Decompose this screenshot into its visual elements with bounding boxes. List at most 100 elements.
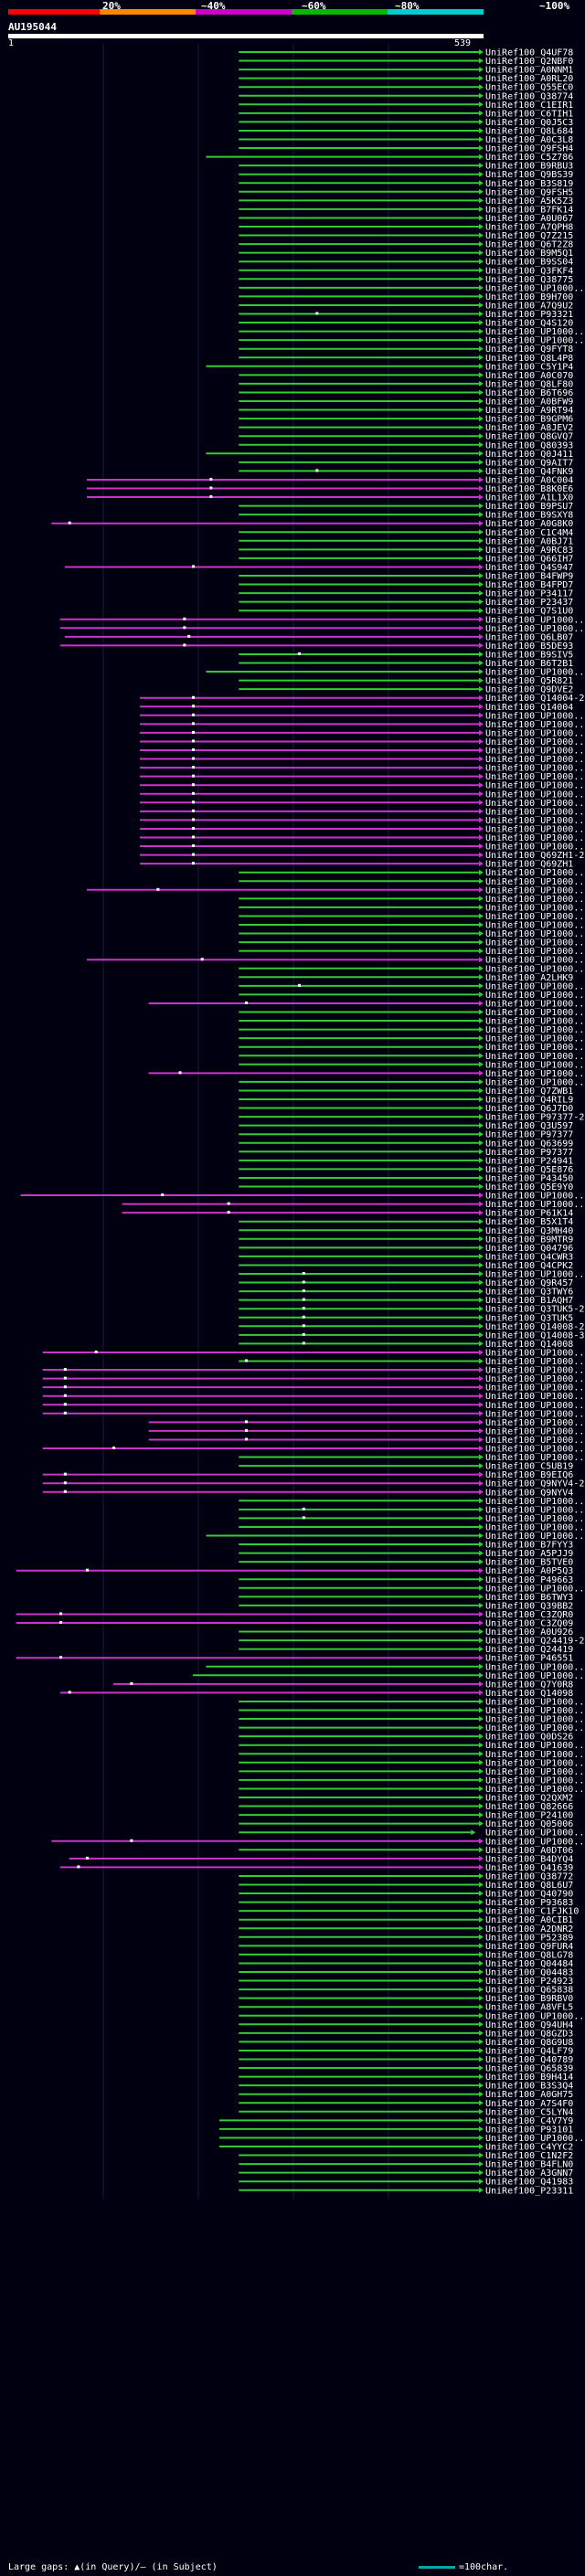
hit-row[interactable]: UniRef100_Q9NYV4-2 <box>42 1479 585 1489</box>
hit-label[interactable]: UniRef100_UP1000.. <box>485 1662 584 1672</box>
hit-row[interactable]: UniRef100_Q40790 <box>239 1890 573 1900</box>
hit-label[interactable]: UniRef100_Q9FSH4 <box>485 144 573 154</box>
hit-label[interactable]: UniRef100_Q2QXM2 <box>485 1794 573 1804</box>
hit-row[interactable]: UniRef100_A5K5Z3 <box>239 196 573 207</box>
hit-label[interactable]: UniRef100_Q04483 <box>485 1968 573 1978</box>
hit-label[interactable]: UniRef100_UP1000.. <box>485 1741 584 1751</box>
hit-label[interactable]: UniRef100_Q69ZH1-2 <box>485 851 584 861</box>
hit-label[interactable]: UniRef100_UP1000.. <box>485 1060 584 1070</box>
hit-label[interactable]: UniRef100_UP1000.. <box>485 877 584 887</box>
hit-row[interactable]: UniRef100_A0NNM1 <box>239 66 573 76</box>
hit-label[interactable]: UniRef100_UP1000.. <box>485 1671 584 1681</box>
hit-row[interactable]: UniRef100_UP1000.. <box>42 1401 585 1411</box>
hit-row[interactable]: UniRef100_UP1000.. <box>239 1715 584 1725</box>
hit-row[interactable]: UniRef100_B6T2B1 <box>239 659 573 669</box>
hit-row[interactable]: UniRef100_A3GNN7 <box>239 2168 573 2178</box>
hit-row[interactable]: UniRef100_UP1000.. <box>20 1192 585 1202</box>
hit-row[interactable]: UniRef100_Q7Z215 <box>239 231 573 241</box>
hit-row[interactable]: UniRef100_UP1000.. <box>148 1436 585 1446</box>
hit-row[interactable]: UniRef100_UP1000.. <box>42 1445 585 1455</box>
hit-label[interactable]: UniRef100_Q65839 <box>485 2064 573 2074</box>
hit-row[interactable]: UniRef100_Q14004-2 <box>140 694 584 704</box>
hit-label[interactable]: UniRef100_Q94UH4 <box>485 2020 573 2030</box>
hit-label[interactable]: UniRef100_A7S4F0 <box>485 2099 573 2109</box>
hit-label[interactable]: UniRef100_UP1000.. <box>485 1069 584 1079</box>
hit-label[interactable]: UniRef100_Q04484 <box>485 1959 573 1969</box>
hit-label[interactable]: UniRef100_A9RT94 <box>485 406 573 416</box>
hit-row[interactable]: UniRef100_Q0J411 <box>206 450 574 460</box>
hit-row[interactable]: UniRef100_Q3MH40 <box>239 1226 573 1236</box>
hit-row[interactable]: UniRef100_UP1000.. <box>239 1785 584 1795</box>
hit-row[interactable]: UniRef100_P24923 <box>239 1977 573 1987</box>
hit-row[interactable]: UniRef100_P97377 <box>239 1130 573 1140</box>
hit-row[interactable]: UniRef100_Q4RIL9 <box>239 1096 573 1106</box>
hit-label[interactable]: UniRef100_UP1000.. <box>485 843 584 853</box>
hit-row[interactable]: UniRef100_B4FWP9 <box>239 572 573 582</box>
hit-row[interactable]: UniRef100_Q0DS26 <box>239 1733 573 1743</box>
hit-label[interactable]: UniRef100_A7Q9U2 <box>485 301 573 311</box>
hit-row[interactable]: UniRef100_A9RT94 <box>239 406 573 416</box>
hit-label[interactable]: UniRef100_Q3FKF4 <box>485 266 573 276</box>
hit-label[interactable]: UniRef100_B9GPM6 <box>485 415 573 425</box>
hit-row[interactable]: UniRef100_P93101 <box>219 2125 573 2135</box>
hit-row[interactable]: UniRef100_Q38772 <box>239 1871 573 1882</box>
hit-label[interactable]: UniRef100_P24100 <box>485 1811 573 1821</box>
hit-row[interactable]: UniRef100_P61K14 <box>122 1209 574 1219</box>
hit-label[interactable]: UniRef100_UP1000.. <box>485 737 584 747</box>
hit-row[interactable]: UniRef100_UP1000.. <box>193 1671 584 1681</box>
hit-row[interactable]: UniRef100_UP1000.. <box>140 799 584 809</box>
hit-label[interactable]: UniRef100_UP1000.. <box>485 1200 584 1210</box>
hit-row[interactable]: UniRef100_Q24419 <box>239 1645 573 1655</box>
hit-label[interactable]: UniRef100_UP1000.. <box>485 1829 584 1839</box>
hit-label[interactable]: UniRef100_C4V7Y9 <box>485 2116 573 2126</box>
hit-row[interactable]: UniRef100_B6T696 <box>239 388 573 398</box>
hit-row[interactable]: UniRef100_Q94UH4 <box>239 2020 573 2030</box>
hit-label[interactable]: UniRef100_UP1000.. <box>485 1505 584 1515</box>
hit-row[interactable]: UniRef100_C1EIR1 <box>239 101 573 111</box>
hit-label[interactable]: UniRef100_A0C3L8 <box>485 135 573 145</box>
hit-row[interactable]: UniRef100_UP1000.. <box>239 1706 584 1716</box>
hit-row[interactable]: UniRef100_UP1000.. <box>239 1767 584 1777</box>
hit-label[interactable]: UniRef100_UP1000.. <box>485 912 584 922</box>
hit-row[interactable]: UniRef100_UP1000.. <box>239 1750 584 1760</box>
hit-row[interactable]: UniRef100_UP1000.. <box>51 1837 584 1847</box>
hit-label[interactable]: UniRef100_UP1000.. <box>485 1750 584 1760</box>
hit-label[interactable]: UniRef100_Q5E876 <box>485 1165 573 1175</box>
hit-row[interactable]: UniRef100_Q8G9U8 <box>239 2038 573 2048</box>
hit-row[interactable]: UniRef100_Q9R457 <box>239 1278 573 1288</box>
hit-label[interactable]: UniRef100_UP1000.. <box>485 1034 584 1044</box>
hit-label[interactable]: UniRef100_C5LYN4 <box>485 2107 573 2117</box>
hit-label[interactable]: UniRef100_P24923 <box>485 1977 573 1987</box>
hit-row[interactable]: UniRef100_A0BJ71 <box>239 536 573 546</box>
hit-row[interactable]: UniRef100_C5LYN4 <box>239 2107 573 2117</box>
hit-row[interactable]: UniRef100_UP1000.. <box>239 938 584 949</box>
hit-row[interactable]: UniRef100_Q4LF79 <box>239 2046 573 2056</box>
hit-label[interactable]: UniRef100_UP1000.. <box>485 1497 584 1507</box>
hit-label[interactable]: UniRef100_B3S819 <box>485 179 573 189</box>
hit-label[interactable]: UniRef100_Q38775 <box>485 275 573 285</box>
hit-row[interactable]: UniRef100_UP1000.. <box>239 981 584 991</box>
hit-label[interactable]: UniRef100_P93683 <box>485 1898 573 1908</box>
hit-row[interactable]: UniRef100_UP1000.. <box>140 843 584 853</box>
hit-row[interactable]: UniRef100_Q63699 <box>239 1139 573 1149</box>
hit-row[interactable]: UniRef100_B9PSU7 <box>239 502 573 512</box>
hit-label[interactable]: UniRef100_A0C070 <box>485 371 573 381</box>
hit-row[interactable]: UniRef100_A0RL20 <box>239 74 573 84</box>
hit-row[interactable]: UniRef100_P46551 <box>16 1654 574 1664</box>
hit-row[interactable]: UniRef100_UP1000.. <box>239 1497 584 1507</box>
hit-label[interactable]: UniRef100_Q14004-2 <box>485 694 584 704</box>
hit-row[interactable]: UniRef100_Q65839 <box>239 2064 573 2074</box>
hit-row[interactable]: UniRef100_Q8L6U7 <box>239 1881 573 1891</box>
hit-label[interactable]: UniRef100_B9M5Q1 <box>485 249 573 259</box>
hit-label[interactable]: UniRef100_Q4CPK2 <box>485 1261 573 1271</box>
hit-label[interactable]: UniRef100_C5Y1P4 <box>485 362 573 372</box>
hit-row[interactable]: UniRef100_B3S819 <box>239 179 573 189</box>
hit-label[interactable]: UniRef100_UP1000.. <box>485 807 584 817</box>
hit-row[interactable]: UniRef100_UP1000.. <box>239 903 584 913</box>
hit-row[interactable]: UniRef100_B9H414 <box>239 2072 573 2083</box>
hit-label[interactable]: UniRef100_UP1000.. <box>485 956 584 966</box>
hit-row[interactable]: UniRef100_P52389 <box>239 1933 573 1943</box>
hit-row[interactable]: UniRef100_Q3TUK5 <box>239 1313 573 1323</box>
hit-row[interactable]: UniRef100_Q3U597 <box>239 1121 573 1131</box>
hit-label[interactable]: UniRef100_UP1000.. <box>485 1409 584 1419</box>
